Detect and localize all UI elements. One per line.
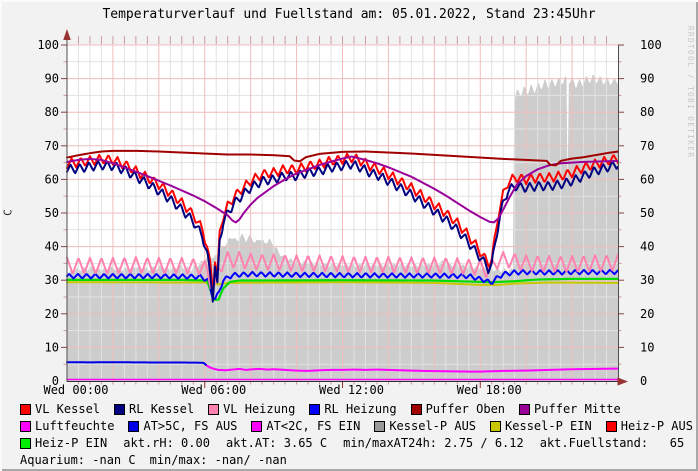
legend-swatch-puffer-oben — [410, 403, 422, 415]
y-tick-label-right: 30 — [640, 273, 654, 287]
y-tick-label-left: 50 — [45, 206, 59, 220]
legend-item-puffer-mitte: Puffer Mitte — [519, 402, 621, 416]
x-axis-arrow — [617, 377, 628, 386]
y-tick-label-right: 20 — [640, 307, 654, 321]
legend-swatch-luftfeuchte — [20, 420, 31, 432]
legend-label: Puffer Mitte — [534, 402, 621, 416]
legend-swatch-rl-heizung — [309, 403, 321, 415]
legend-swatch-at-5c-fs-aus — [128, 420, 140, 432]
legend-swatch-kessel-p-aus — [374, 420, 386, 432]
series-kessel-p-ein — [66, 281, 619, 286]
legend-item-at-5c-fs-aus: AT>5C, FS AUS — [128, 419, 237, 433]
y-tick-label-left: 60 — [45, 172, 59, 186]
legend-label: Heiz-P EIN — [35, 436, 108, 450]
legend-label: AT<2C, FS EIN — [266, 419, 361, 433]
y-tick-label-left: 70 — [45, 139, 59, 153]
y-tick-label-right: 80 — [640, 105, 654, 119]
legend-label: RL Kessel — [129, 402, 195, 416]
rrdtool-watermark: RRDTOOL / TOBI OETIKER — [686, 26, 695, 159]
y-tick-label-left: 90 — [45, 72, 59, 86]
y-tick-label-right: 10 — [640, 340, 654, 354]
plot-area: 0 0 10 10 20 20 30 30 40 40 50 50 60 60 70 70 80 80 90 90 10… — [37, 29, 662, 397]
y-tick-label-left: 0 — [52, 374, 59, 388]
y-tick-label-left: 20 — [45, 307, 59, 321]
legend-swatch-vl-heizung — [208, 403, 220, 415]
legend-label: VL Heizung — [223, 402, 296, 416]
legend-swatch-at-2c-fs-ein — [251, 420, 263, 432]
series-at-2c-fs-ein — [204, 363, 619, 373]
x-tick-label: Wed 00:00 — [43, 383, 108, 397]
legend-item-at-2c-fs-ein: AT<2C, FS EIN — [251, 419, 360, 433]
graph-title: Temperaturverlauf und Fuellstand am: 05.… — [102, 7, 596, 22]
legend-item-puffer-oben: Puffer Oben — [410, 402, 506, 416]
legend-label: Puffer Oben — [425, 402, 506, 416]
y-tick-label-right: 60 — [640, 172, 654, 186]
stat-value: akt.Fuellstand: 65 — [539, 436, 685, 450]
legend-label: Kessel-P EIN — [505, 419, 592, 433]
legend-label: AT>5C, FS AUS — [143, 419, 238, 433]
legend-row-1: VL Kessel RL Kessel VL Heizung RL Heizung Pu… — [20, 402, 698, 416]
legend-swatch-kessel-p-ein — [490, 420, 502, 432]
series-puffer-mitte — [66, 155, 619, 224]
legend-stats-row: Heiz-P EIN akt.rH: 0.00 akt.AT: 3.65 C min/… — [20, 436, 698, 450]
y-axis-label: C — [1, 209, 15, 216]
y-tick-label-right: 40 — [640, 240, 654, 254]
legend-item-kessel-p-aus: Kessel-P AUS — [374, 419, 476, 433]
y-tick-label-left: 80 — [45, 105, 59, 119]
y-tick-label-right: 90 — [640, 72, 654, 86]
x-tick-label: Wed 12:00 — [319, 383, 384, 397]
y-tick-label-left: 40 — [45, 240, 59, 254]
footer-value: min/max: -nan/ -nan — [149, 453, 287, 467]
y-tick-label-left: 30 — [45, 273, 59, 287]
y-tick-label-left: 10 — [45, 340, 59, 354]
series-heiz-p-ein — [65, 277, 620, 301]
x-tick-label: Wed 18:00 — [457, 383, 522, 397]
legend-footer-row: Aquarium: -nan C min/max: -nan/ -nan — [20, 453, 698, 467]
legend-item-rl-heizung: RL Heizung — [309, 402, 397, 416]
legend-label: Kessel-P AUS — [389, 419, 477, 433]
series-at-5c-fs-aus — [66, 361, 207, 366]
series-puffer-oben — [66, 149, 619, 167]
legend-swatch-heiz-p-aus — [605, 420, 617, 432]
y-tick-label-right: 70 — [640, 139, 654, 153]
legend-swatch-rl-kessel — [114, 403, 126, 415]
series-vl-heizung — [66, 250, 619, 290]
legend-item-vl-kessel: VL Kessel — [20, 402, 100, 416]
series-vl-kessel — [66, 152, 619, 294]
series-rl-kessel — [66, 159, 619, 303]
legend-item-rl-kessel: RL Kessel — [114, 402, 194, 416]
legend-swatch-vl-kessel — [20, 403, 31, 415]
legend-item-luftfeuchte: Luftfeuchte — [20, 419, 114, 433]
legend-swatch-puffer-mitte — [519, 403, 531, 415]
y-tick-label-right: 0 — [640, 374, 647, 388]
legend-item-vl-heizung: VL Heizung — [208, 402, 295, 416]
y-tick-label-right: 50 — [640, 206, 654, 220]
series-rl-heizung — [66, 268, 619, 300]
legend-item-heiz-p-aus: Heiz-P AUS — [605, 419, 693, 433]
stat-value: akt.AT: 3.65 C — [225, 436, 328, 450]
y-tick-label-right: 100 — [640, 38, 662, 52]
legend-item-kessel-p-ein: Kessel-P EIN — [490, 419, 592, 433]
legend-label: VL Kessel — [35, 402, 101, 416]
legend-label: Heiz-P AUS — [620, 419, 693, 433]
legend-label: RL Heizung — [324, 402, 397, 416]
y-tick-label-left: 100 — [37, 38, 59, 52]
legend-row-2: Luftfeuchte AT>5C, FS AUS AT<2C, FS EIN Kes… — [20, 419, 698, 433]
legend-item-heiz-p-ein: Heiz-P EIN — [20, 436, 107, 450]
x-tick-label: Wed 06:00 — [181, 383, 246, 397]
footer-value: Aquarium: -nan C — [20, 453, 136, 467]
y-axis-arrow — [63, 29, 71, 40]
stat-value: min/maxAT24h: 2.75 / 6.12 — [343, 436, 524, 450]
stat-value: akt.rH: 0.00 — [123, 436, 210, 450]
legend-label: Luftfeuchte — [35, 419, 115, 433]
legend-swatch-heiz-p-ein — [20, 437, 31, 449]
